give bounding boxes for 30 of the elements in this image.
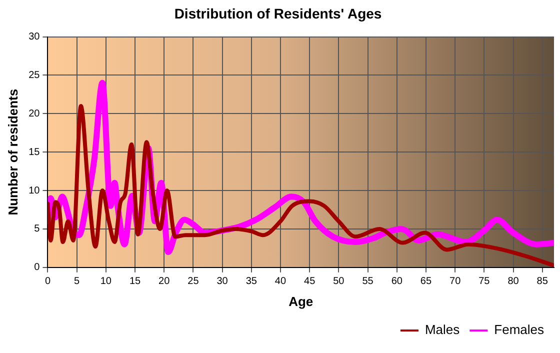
x-tick-label: 20 bbox=[158, 276, 170, 288]
y-tick-label: 20 bbox=[28, 108, 40, 120]
x-tick-label: 55 bbox=[362, 276, 374, 288]
x-tick-label: 45 bbox=[304, 276, 316, 288]
x-tick-label: 10 bbox=[100, 276, 112, 288]
y-tick-label: 5 bbox=[34, 224, 40, 235]
x-tick-label: 70 bbox=[450, 276, 462, 288]
y-tick-label: 30 bbox=[28, 32, 40, 43]
y-tick-label: 15 bbox=[28, 146, 40, 158]
chart-title: Distribution of Residents' Ages bbox=[174, 5, 382, 22]
legend-label: Females bbox=[494, 322, 544, 338]
x-tick-label: 75 bbox=[478, 276, 490, 288]
y-tick-label: 10 bbox=[28, 185, 40, 196]
x-tick-label: 35 bbox=[246, 276, 258, 288]
legend-label: Males bbox=[424, 322, 460, 338]
x-tick-label: 50 bbox=[333, 276, 345, 288]
x-tick-label: 5 bbox=[74, 276, 80, 288]
x-tick-label: 80 bbox=[508, 276, 520, 288]
y-tick-label: 0 bbox=[34, 262, 40, 274]
x-tick-label: 25 bbox=[188, 276, 200, 288]
x-tick-label: 30 bbox=[216, 276, 228, 288]
x-tick-label: 40 bbox=[274, 276, 286, 288]
x-tick-label: 15 bbox=[129, 276, 142, 288]
y-axis-title: Number of residents bbox=[5, 88, 20, 216]
x-tick-label: 85 bbox=[536, 276, 548, 288]
x-tick-label: 0 bbox=[44, 276, 51, 288]
x-tick-label: 65 bbox=[420, 276, 432, 288]
y-tick-label: 25 bbox=[28, 70, 40, 81]
x-tick-label: 60 bbox=[391, 276, 403, 288]
x-axis-title: Age bbox=[288, 294, 314, 309]
